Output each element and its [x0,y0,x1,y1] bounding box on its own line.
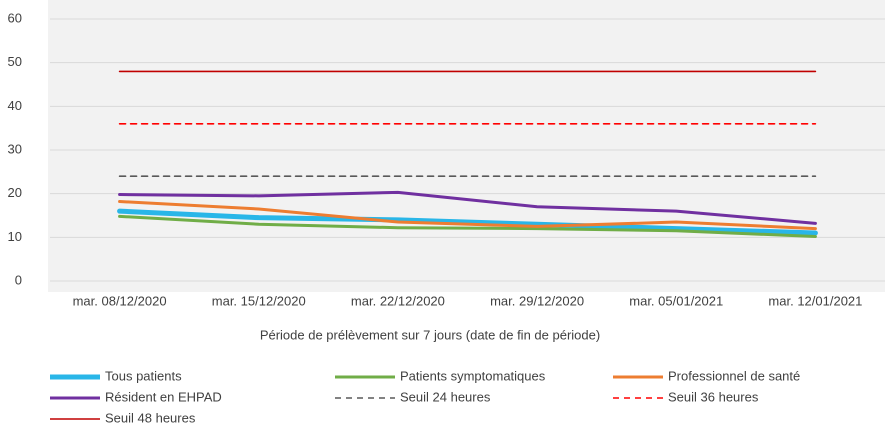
x-tick-label: mar. 22/12/2020 [351,293,445,308]
x-tick-label: mar. 29/12/2020 [490,293,584,308]
y-tick-label: 10 [8,229,22,244]
legend-label: Seuil 24 heures [400,389,491,404]
series-line [118,190,817,225]
x-axis-title: Période de prélèvement sur 7 jours (date… [260,327,600,342]
y-tick-label: 40 [8,98,22,113]
legend-label: Patients symptomatiques [400,368,546,383]
x-tick-label: mar. 15/12/2020 [212,293,306,308]
x-tick-label: mar. 05/01/2021 [629,293,723,308]
legend-label: Tous patients [105,368,182,383]
legend-label: Seuil 36 heures [668,389,759,404]
y-tick-label: 0 [15,272,22,287]
y-tick-label: 30 [8,141,22,156]
legend-label: Seuil 48 heures [105,410,196,425]
x-tick-label: mar. 08/12/2020 [73,293,167,308]
legend-label: Professionnel de santé [668,368,800,383]
series-line [118,214,817,238]
y-tick-label: 50 [8,54,22,69]
legend-label: Résident en EHPAD [105,389,222,404]
series-line [118,200,817,231]
y-tick-label: 20 [8,185,22,200]
y-tick-label: 60 [8,10,22,25]
x-tick-label: mar. 12/01/2021 [768,293,862,308]
plot-background [48,0,885,292]
series-line [117,208,818,236]
